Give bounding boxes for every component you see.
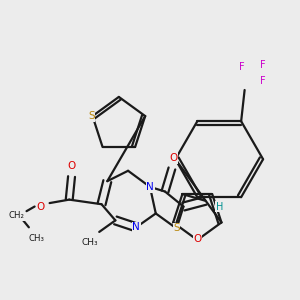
Text: F: F (260, 76, 266, 86)
Text: F: F (239, 62, 245, 72)
Text: S: S (88, 111, 95, 121)
Text: O: O (36, 202, 44, 212)
Text: F: F (260, 60, 266, 70)
Text: N: N (132, 222, 140, 232)
Text: N: N (146, 182, 154, 192)
Text: O: O (169, 153, 177, 163)
Text: H: H (215, 202, 223, 212)
Text: O: O (68, 161, 76, 171)
Text: O: O (193, 234, 201, 244)
Text: S: S (173, 224, 180, 233)
Text: CH₃: CH₃ (29, 234, 45, 243)
Text: CH₃: CH₃ (82, 238, 98, 247)
Text: CH₂: CH₂ (8, 211, 24, 220)
